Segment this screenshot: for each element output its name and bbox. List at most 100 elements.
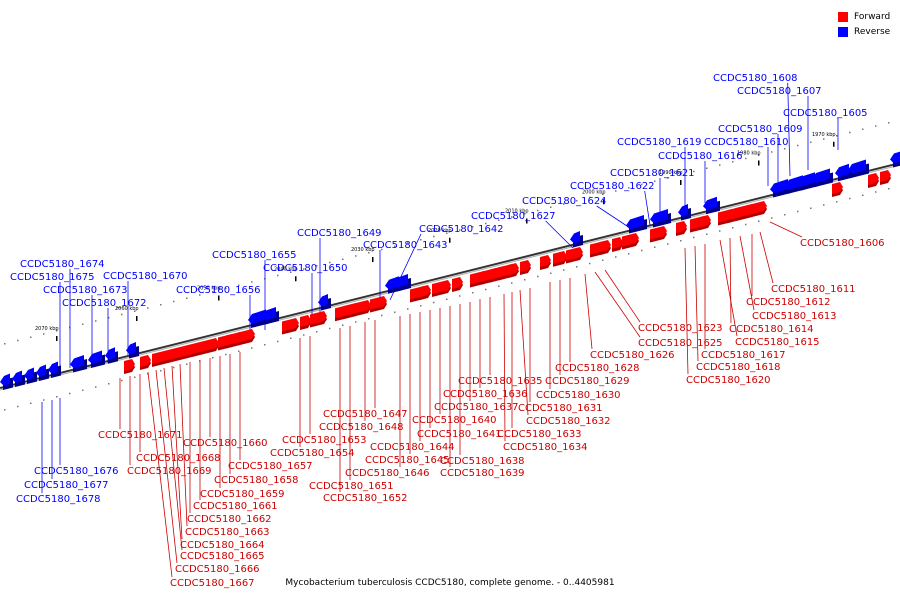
leader-line — [739, 235, 755, 311]
forward-gene — [868, 173, 879, 185]
scale-dot — [784, 214, 786, 216]
leader-line — [787, 82, 791, 177]
forward-gene-label: CCDC5180_1660 — [183, 438, 268, 449]
reverse-gene-label: CCDC5180_1643 — [363, 240, 448, 251]
forward-gene-label: CCDC5180_1632 — [526, 416, 611, 427]
reverse-gene-label: CCDC5180_1678 — [16, 494, 101, 505]
scale-label: 2070 kbp — [35, 326, 59, 332]
forward-gene — [140, 355, 151, 367]
scale-dot — [17, 405, 19, 408]
scale-dot — [667, 177, 669, 179]
reverse-gene-label: CCDC5180_1675 — [10, 272, 95, 283]
leader-line — [769, 221, 803, 238]
scale-dot — [758, 154, 760, 156]
forward-gene-label: CCDC5180_1620 — [686, 375, 771, 386]
scale-dot — [290, 271, 292, 273]
scale-dot — [797, 144, 799, 147]
legend-forward-label: Forward — [854, 11, 891, 22]
forward-gene — [880, 170, 891, 182]
forward-gene — [756, 201, 767, 213]
reverse-gene — [70, 355, 84, 369]
scale-dot — [82, 323, 84, 325]
scale-dot — [446, 232, 448, 234]
forward-gene-label: CCDC5180_1625 — [638, 338, 723, 349]
forward-gene — [300, 315, 311, 327]
scale-dot — [212, 291, 214, 293]
scale-dot — [550, 206, 552, 208]
scale-dot — [537, 209, 539, 212]
forward-gene — [282, 318, 299, 332]
scale-dot — [719, 164, 721, 166]
leader-line — [729, 237, 732, 324]
scale-label: 2010 kbp — [505, 209, 529, 215]
forward-gene — [508, 263, 519, 275]
reverse-gene-label: CCDC5180_1622 — [570, 181, 655, 192]
forward-gene-label: CCDC5180_1628 — [555, 363, 640, 374]
forward-gene-label: CCDC5180_1652 — [323, 493, 408, 504]
scale-dot — [316, 331, 318, 333]
scale-dot — [160, 370, 162, 372]
scale-dot — [641, 183, 643, 186]
reverse-gene-label: CCDC5180_1616 — [658, 151, 743, 162]
scale-dot — [82, 389, 84, 391]
leader-line — [694, 245, 699, 362]
scale-dot — [394, 245, 396, 247]
forward-gene — [553, 251, 567, 264]
forward-gene — [700, 215, 711, 227]
scale-dot — [784, 148, 786, 150]
forward-gene — [420, 285, 431, 297]
leader-line — [147, 371, 173, 578]
scale-dot — [511, 282, 513, 284]
forward-gene-label: CCDC5180_1614 — [729, 324, 814, 335]
forward-gene-label: CCDC5180_1636 — [443, 389, 528, 400]
reverse-gene — [812, 168, 830, 183]
forward-gene — [600, 240, 611, 252]
reverse-gene-label: CCDC5180_1650 — [263, 263, 348, 274]
forward-gene-label: CCDC5180_1612 — [746, 297, 831, 308]
scale-dot — [745, 223, 747, 226]
leader-line — [719, 239, 738, 337]
reverse-gene-label: CCDC5180_1674 — [20, 259, 105, 270]
reverse-gene-label: CCDC5180_1670 — [103, 271, 188, 282]
scale-dot — [108, 317, 110, 319]
forward-gene-label: CCDC5180_1669 — [127, 466, 212, 477]
reverse-gene — [650, 209, 668, 224]
scale-ticks: 1970 kbp 1980 kbp 1990 kbp 2000 kbp 2010 kbp… — [35, 132, 836, 341]
forward-gene-label: CCDC5180_1671 — [98, 430, 183, 441]
scale-dot — [173, 300, 175, 303]
leader-line — [155, 369, 178, 564]
forward-gene — [650, 226, 667, 240]
scale-dot — [602, 259, 604, 261]
scale-dot — [836, 135, 838, 137]
reverse-gene — [48, 361, 58, 374]
scale-dot — [797, 210, 799, 213]
reverse-gene — [126, 342, 136, 355]
forward-gene — [310, 311, 327, 325]
scale-dot — [264, 344, 266, 346]
scale-dot — [251, 347, 253, 349]
forward-gene — [452, 277, 463, 289]
forward-gene-label: CCDC5180_1647 — [323, 409, 408, 420]
forward-gene — [520, 260, 531, 272]
forward-gene-label: CCDC5180_1659 — [200, 489, 285, 500]
leader-line — [503, 293, 506, 442]
scale-dot — [745, 157, 747, 160]
forward-gene-label: CCDC5180_1629 — [545, 376, 630, 387]
scale-dot — [823, 138, 825, 140]
scale-dot — [277, 340, 279, 343]
scale-dot — [17, 339, 19, 342]
scale-dot — [329, 327, 331, 330]
forward-gene-label: CCDC5180_1664 — [180, 540, 265, 551]
scale-dot — [628, 253, 630, 255]
scale-dot — [381, 248, 383, 251]
reverse-gene-label: CCDC5180_1607 — [737, 86, 822, 97]
scale-dot — [849, 197, 851, 200]
forward-gene-label: CCDC5180_1639 — [440, 468, 525, 479]
scale-dot — [368, 252, 370, 254]
scale-dot — [823, 204, 825, 206]
reverse-gene — [848, 159, 866, 174]
scale-tick — [758, 160, 760, 166]
forward-gene-label: CCDC5180_1613 — [752, 311, 837, 322]
reverse-gene — [24, 367, 34, 380]
forward-gene — [566, 247, 583, 261]
